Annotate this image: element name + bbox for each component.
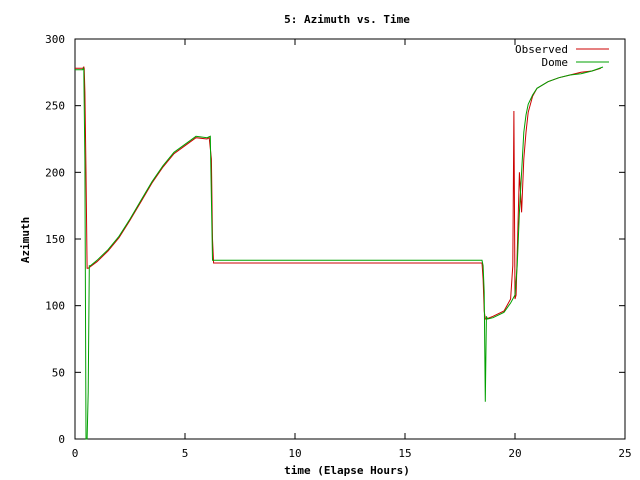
y-tick-label: 200	[45, 166, 65, 179]
y-tick-label: 100	[45, 300, 65, 313]
x-tick-label: 15	[398, 447, 411, 460]
y-axis-label: Azimuth	[19, 217, 32, 263]
series-line-observed	[75, 65, 601, 320]
y-tick-label: 300	[45, 33, 65, 46]
series-line-dome	[75, 66, 604, 440]
legend-label: Observed	[515, 43, 568, 56]
y-tick-label: 250	[45, 100, 65, 113]
y-tick-label: 50	[52, 366, 65, 379]
data-series	[75, 65, 604, 440]
x-tick-label: 0	[72, 447, 79, 460]
x-tick-label: 10	[288, 447, 301, 460]
y-tick-label: 150	[45, 233, 65, 246]
y-tick-label: 0	[58, 433, 65, 446]
legend-label: Dome	[542, 56, 569, 69]
x-tick-label: 20	[508, 447, 521, 460]
chart-title: 5: Azimuth vs. Time	[284, 13, 410, 26]
plot-area-frame	[74, 38, 626, 440]
x-tick-label: 25	[618, 447, 631, 460]
x-axis-label: time (Elapse Hours)	[284, 464, 410, 477]
x-tick-label: 5	[182, 447, 189, 460]
